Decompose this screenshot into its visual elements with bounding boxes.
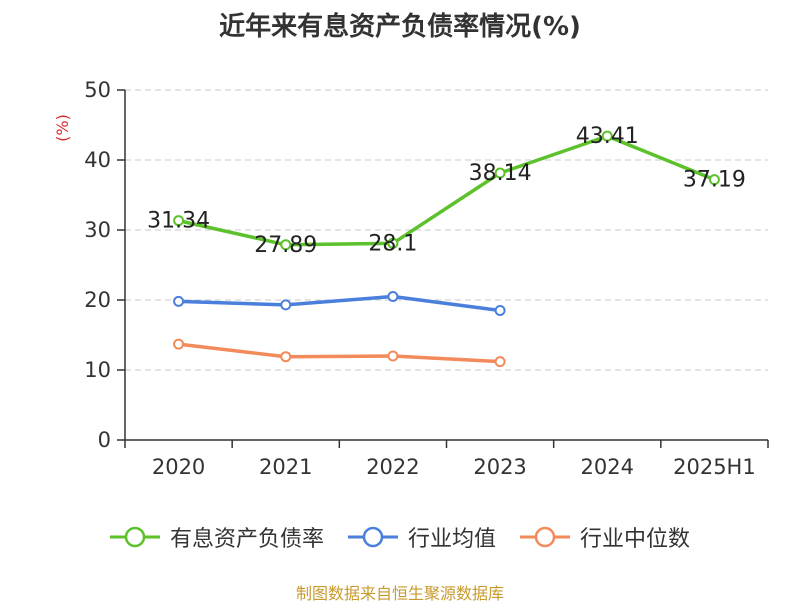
- legend-label: 有息资产负债率: [169, 527, 324, 552]
- legend-marker: [124, 526, 146, 548]
- series-line: [178, 294, 501, 313]
- legend-swatch: [347, 526, 398, 548]
- x-tick-label: 2024: [581, 455, 634, 479]
- data-label: 43.41: [576, 124, 639, 149]
- legend-item: 行业均值: [347, 521, 496, 553]
- legend-marker: [534, 526, 556, 548]
- series-line: [178, 134, 716, 247]
- y-tick-label: 40: [84, 148, 111, 172]
- data-point: [387, 291, 399, 302]
- x-tick-label: 2022: [366, 455, 419, 479]
- y-tick-label: 30: [84, 218, 111, 242]
- legend: 有息资产负债率 行业均值 行业中位数: [0, 520, 800, 554]
- data-point: [494, 167, 506, 179]
- legend-label: 行业中位数: [580, 527, 691, 552]
- data-label: 31.34: [147, 209, 210, 234]
- source-note: 制图数据来自恒生聚源数据库: [295, 584, 504, 603]
- x-tick-label: 2023: [473, 455, 526, 479]
- chart-title: 近年来有息资产负债率情况(%): [219, 12, 581, 42]
- data-point: [173, 215, 185, 227]
- legend-swatch: [520, 526, 570, 548]
- data-labels: 31.34 27.89 28.1 38.14 43.41 37.19: [147, 124, 746, 258]
- data-point: [708, 174, 720, 186]
- data-label: 28.1: [368, 231, 417, 256]
- legend-item: 有息资产负债率: [109, 521, 324, 553]
- series: [173, 130, 720, 368]
- data-point: [494, 356, 506, 368]
- y-tick-label: 20: [84, 288, 111, 312]
- x-tick-label: 2020: [152, 455, 205, 479]
- data-label: 38.14: [469, 161, 532, 186]
- data-point: [173, 338, 185, 350]
- y-tick-label: 50: [84, 78, 111, 102]
- data-point: [280, 239, 292, 251]
- data-point: [494, 305, 506, 316]
- y-axis-unit-label: (%): [53, 114, 72, 142]
- axes: 0 10 20 30 40 50 2020 2021 2022 2023 2024 2025H1: [84, 78, 769, 479]
- data-point: [173, 295, 185, 307]
- data-point: [387, 350, 399, 362]
- data-point: [280, 351, 292, 363]
- y-tick-label: 10: [84, 358, 111, 382]
- data-point: [601, 130, 613, 142]
- legend-swatch: [109, 526, 160, 548]
- x-tick-label: 2021: [259, 455, 312, 479]
- data-point: [280, 299, 292, 311]
- data-label: 37.19: [683, 168, 746, 193]
- legend-marker: [362, 526, 384, 548]
- y-tick-label: 0: [98, 428, 111, 452]
- x-tick-label: 2025H1: [673, 455, 756, 479]
- data-label: 27.89: [254, 233, 317, 258]
- legend-label: 行业均值: [407, 527, 496, 552]
- series-line: [178, 342, 501, 364]
- grid-lines: [125, 89, 768, 371]
- legend-item: 行业中位数: [520, 521, 690, 553]
- data-point: [387, 237, 399, 249]
